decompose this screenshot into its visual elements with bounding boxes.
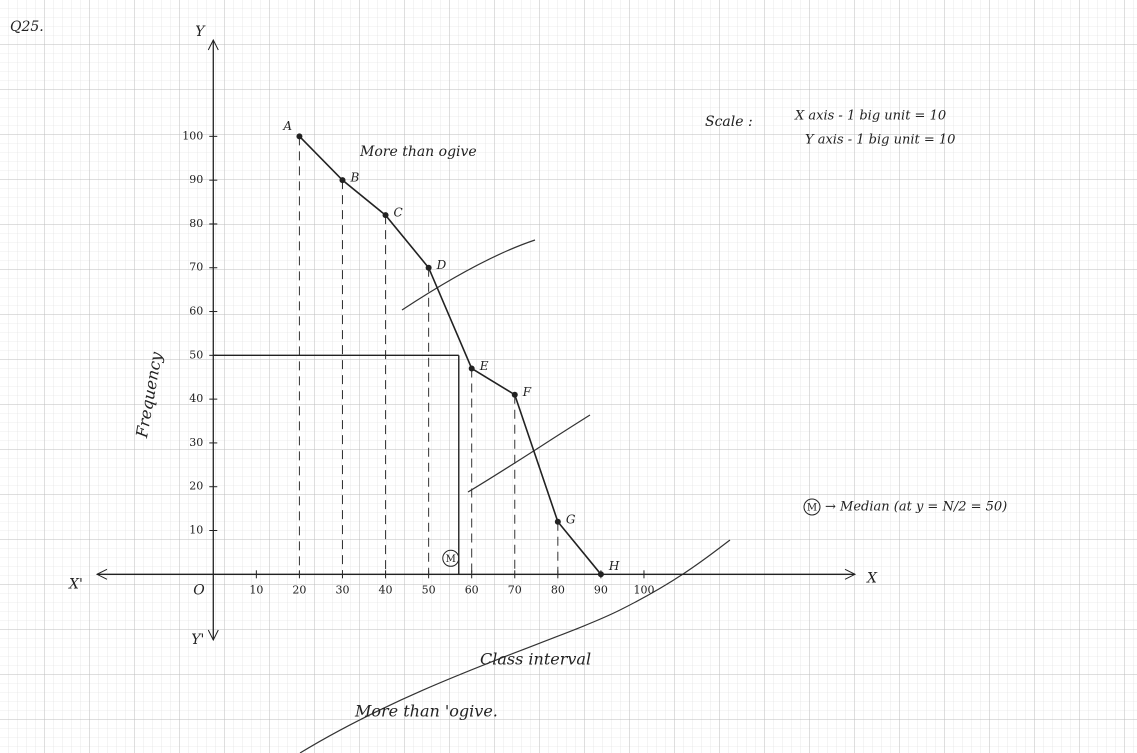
point-label: C xyxy=(394,206,403,220)
y-tick-label: 80 xyxy=(189,217,203,230)
point-label: F xyxy=(522,385,532,399)
y-tick-label: 30 xyxy=(189,436,203,449)
graph-paper xyxy=(0,0,1137,753)
ogive-point xyxy=(469,365,475,371)
axis-name: O xyxy=(193,582,205,598)
x-tick-label: 10 xyxy=(249,583,263,596)
x-tick-label: 70 xyxy=(508,583,522,596)
y-tick-label: 60 xyxy=(189,305,203,318)
ogive-point xyxy=(383,212,389,218)
median-label: M xyxy=(807,503,817,514)
x-tick-label: 90 xyxy=(594,583,608,596)
point-label: B xyxy=(349,171,359,185)
ogive-point xyxy=(512,392,518,398)
chart: Q25. More than ogive More than 'ogive. S… xyxy=(0,0,1137,753)
y-tick-label: 10 xyxy=(189,524,203,537)
ogive-point xyxy=(555,519,561,525)
median-label: M xyxy=(446,554,456,565)
x-tick-label: 50 xyxy=(422,583,436,596)
y-tick-label: 90 xyxy=(189,173,203,186)
ogive-point xyxy=(339,177,345,183)
heading: Q25. xyxy=(10,19,44,35)
point-label: H xyxy=(608,559,620,573)
point-label: D xyxy=(436,258,447,272)
point-label: E xyxy=(479,359,489,373)
y-tick-label: 20 xyxy=(189,480,203,493)
ogive-point xyxy=(426,265,432,271)
scale-x: X axis - 1 big unit = 10 xyxy=(794,109,946,124)
x-tick-label: 60 xyxy=(465,583,479,596)
y-tick-label: 40 xyxy=(189,392,203,405)
axis-name: Y' xyxy=(191,632,204,648)
annotation: More than ogive xyxy=(359,144,477,160)
axis-name: X' xyxy=(68,576,83,592)
x-tick-label: 30 xyxy=(335,583,349,596)
ogive-point xyxy=(598,571,604,577)
x-tick-label: 20 xyxy=(292,583,306,596)
median-note: → Median (at y = N/2 = 50) xyxy=(825,500,1007,515)
caption: More than 'ogive. xyxy=(354,702,498,721)
x-tick-label: 80 xyxy=(551,583,565,596)
x-axis-label: Class interval xyxy=(480,650,591,669)
axis-name: X xyxy=(866,570,878,586)
y-tick-label: 100 xyxy=(182,129,203,142)
point-label: A xyxy=(282,119,292,133)
point-label: G xyxy=(566,512,576,526)
y-tick-label: 70 xyxy=(189,261,203,274)
x-tick-label: 100 xyxy=(633,583,654,596)
ogive-point xyxy=(296,133,302,139)
y-tick-label: 50 xyxy=(189,348,203,361)
scale-title: Scale : xyxy=(705,114,753,130)
x-tick-label: 40 xyxy=(379,583,393,596)
scale-y: Y axis - 1 big unit = 10 xyxy=(805,133,955,148)
